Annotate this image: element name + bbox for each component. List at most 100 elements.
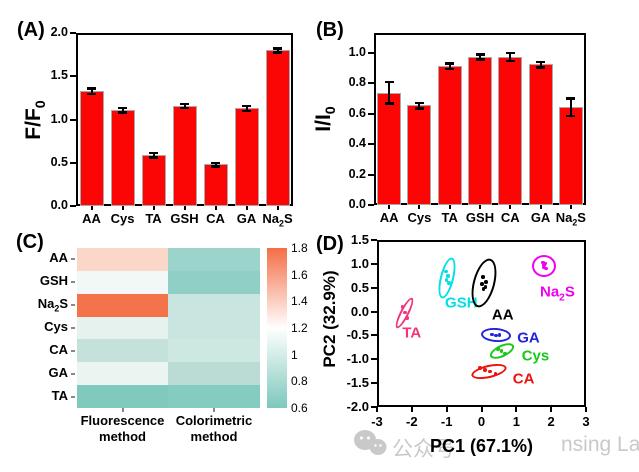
x-tick xyxy=(388,205,391,209)
heatmap-row-tick xyxy=(71,372,75,375)
error-bar-cap-top xyxy=(211,161,220,165)
panel-d-y-axis-label: PC2 (32.9%) xyxy=(320,269,339,368)
error-bar-line xyxy=(245,106,248,110)
y-tick-label: 1.5 xyxy=(50,68,68,83)
panel-a-tag: (A) xyxy=(17,19,45,41)
error-bar-line xyxy=(418,103,421,108)
error-bar-cap-bottom xyxy=(211,165,220,168)
x-category-label: CA xyxy=(206,211,225,226)
heatmap-row-tick xyxy=(71,281,75,284)
cluster-label-GA: GA xyxy=(517,329,540,347)
panel-c-tag: (C) xyxy=(16,231,44,253)
y-tick-label: 0.0 xyxy=(348,197,366,211)
x-tick xyxy=(214,206,217,210)
y-tick-label: 0.5 xyxy=(350,279,369,295)
error-bar-line xyxy=(121,108,124,112)
error-bar-cap-bottom xyxy=(414,107,424,110)
y-tick xyxy=(70,75,76,78)
y-tick-label: 1.0 xyxy=(50,111,68,126)
heatmap-row-tick xyxy=(71,327,75,329)
x-tick xyxy=(445,407,448,412)
cluster-point xyxy=(444,269,448,274)
bar-GSH xyxy=(172,105,197,206)
error-bar-line xyxy=(388,82,391,103)
cluster-point xyxy=(403,310,407,315)
y-tick-label: 0.4 xyxy=(348,136,366,151)
colorbar-tick-label: 1.4 xyxy=(291,294,308,309)
y-tick xyxy=(371,334,377,337)
panel-a-y-axis-label: F/F0 xyxy=(22,99,50,140)
x-tick xyxy=(245,206,248,210)
cluster-point xyxy=(499,349,504,353)
heatmap-cell xyxy=(77,316,168,340)
y-tick-label: 0.2 xyxy=(348,166,366,181)
error-bar-cap-bottom xyxy=(242,109,251,113)
heatmap-cell xyxy=(168,248,260,272)
error-bar-cap-bottom xyxy=(118,111,127,114)
y-tick xyxy=(368,82,374,85)
error-bar-cap-top xyxy=(180,102,189,106)
y-tick-label: 1.5 xyxy=(350,232,369,247)
bar-Cys xyxy=(407,105,432,205)
heatmap-row-label: CA xyxy=(49,341,68,357)
error-bar-cap-top xyxy=(242,104,251,108)
error-bar-cap-bottom xyxy=(273,51,282,54)
cluster-point xyxy=(483,368,487,373)
heatmap-cell xyxy=(168,316,260,340)
x-tick xyxy=(569,205,572,209)
y-tick-label: 0.0 xyxy=(50,198,68,212)
colorbar-tick-label: 1.8 xyxy=(291,241,308,255)
heatmap-row-label: TA xyxy=(51,387,68,403)
x-tick xyxy=(539,205,542,209)
cluster-label-AA: AA xyxy=(491,306,514,324)
error-bar-line xyxy=(276,49,279,52)
y-tick xyxy=(70,118,76,121)
bar-TA xyxy=(437,65,462,205)
heatmap-row-label: Cys xyxy=(44,319,68,334)
heatmap-cell xyxy=(77,362,168,386)
error-bar-cap-top xyxy=(566,97,576,100)
heatmap-col-label: Fluorescence method xyxy=(80,413,165,445)
x-tick-label: -2 xyxy=(406,414,418,429)
cluster-label-Cys: Cys xyxy=(521,347,550,365)
cluster-point xyxy=(446,281,451,285)
error-bar-cap-top xyxy=(87,87,96,90)
y-tick-label: -0.5 xyxy=(346,327,369,343)
error-bar-line xyxy=(539,62,542,67)
bar-CA xyxy=(203,164,228,206)
cluster-label-GSH: GSH xyxy=(445,294,478,312)
x-tick xyxy=(509,205,512,209)
error-bar-cap-top xyxy=(149,151,158,155)
x-tick-label: 1 xyxy=(512,414,520,429)
y-tick-label: 1.0 xyxy=(348,45,366,59)
y-tick-label: 0.6 xyxy=(348,105,366,120)
error-bar-cap-bottom xyxy=(384,102,394,105)
heatmap-row-label: AA xyxy=(49,250,68,266)
y-tick xyxy=(371,358,377,361)
error-bar-cap-bottom xyxy=(87,92,96,95)
y-tick xyxy=(371,239,377,241)
bar-TA xyxy=(141,154,166,206)
x-tick xyxy=(90,206,93,210)
cluster-point xyxy=(446,274,450,279)
x-tick xyxy=(418,205,421,209)
cluster-point xyxy=(484,280,488,284)
cluster-point xyxy=(444,278,449,282)
x-category-label: TA xyxy=(441,210,458,225)
x-category-label: Na2S xyxy=(555,210,586,228)
error-bar-cap-bottom xyxy=(536,66,546,69)
bar-AA xyxy=(79,90,104,206)
heatmap-cell xyxy=(168,339,260,363)
y-tick xyxy=(371,286,377,289)
x-category-label: GA xyxy=(236,211,257,226)
heatmap-cell xyxy=(77,248,168,272)
heatmap-cell xyxy=(77,270,168,295)
heatmap-cell xyxy=(77,293,168,318)
error-bar-line xyxy=(569,99,572,115)
error-bar-cap-top xyxy=(475,53,485,56)
error-bar-cap-bottom xyxy=(566,114,576,118)
error-bar-line xyxy=(183,104,186,107)
panel-b-tag: (B) xyxy=(316,19,344,41)
colorbar-tick-label: 1 xyxy=(291,347,298,362)
heatmap-cell xyxy=(77,339,168,363)
